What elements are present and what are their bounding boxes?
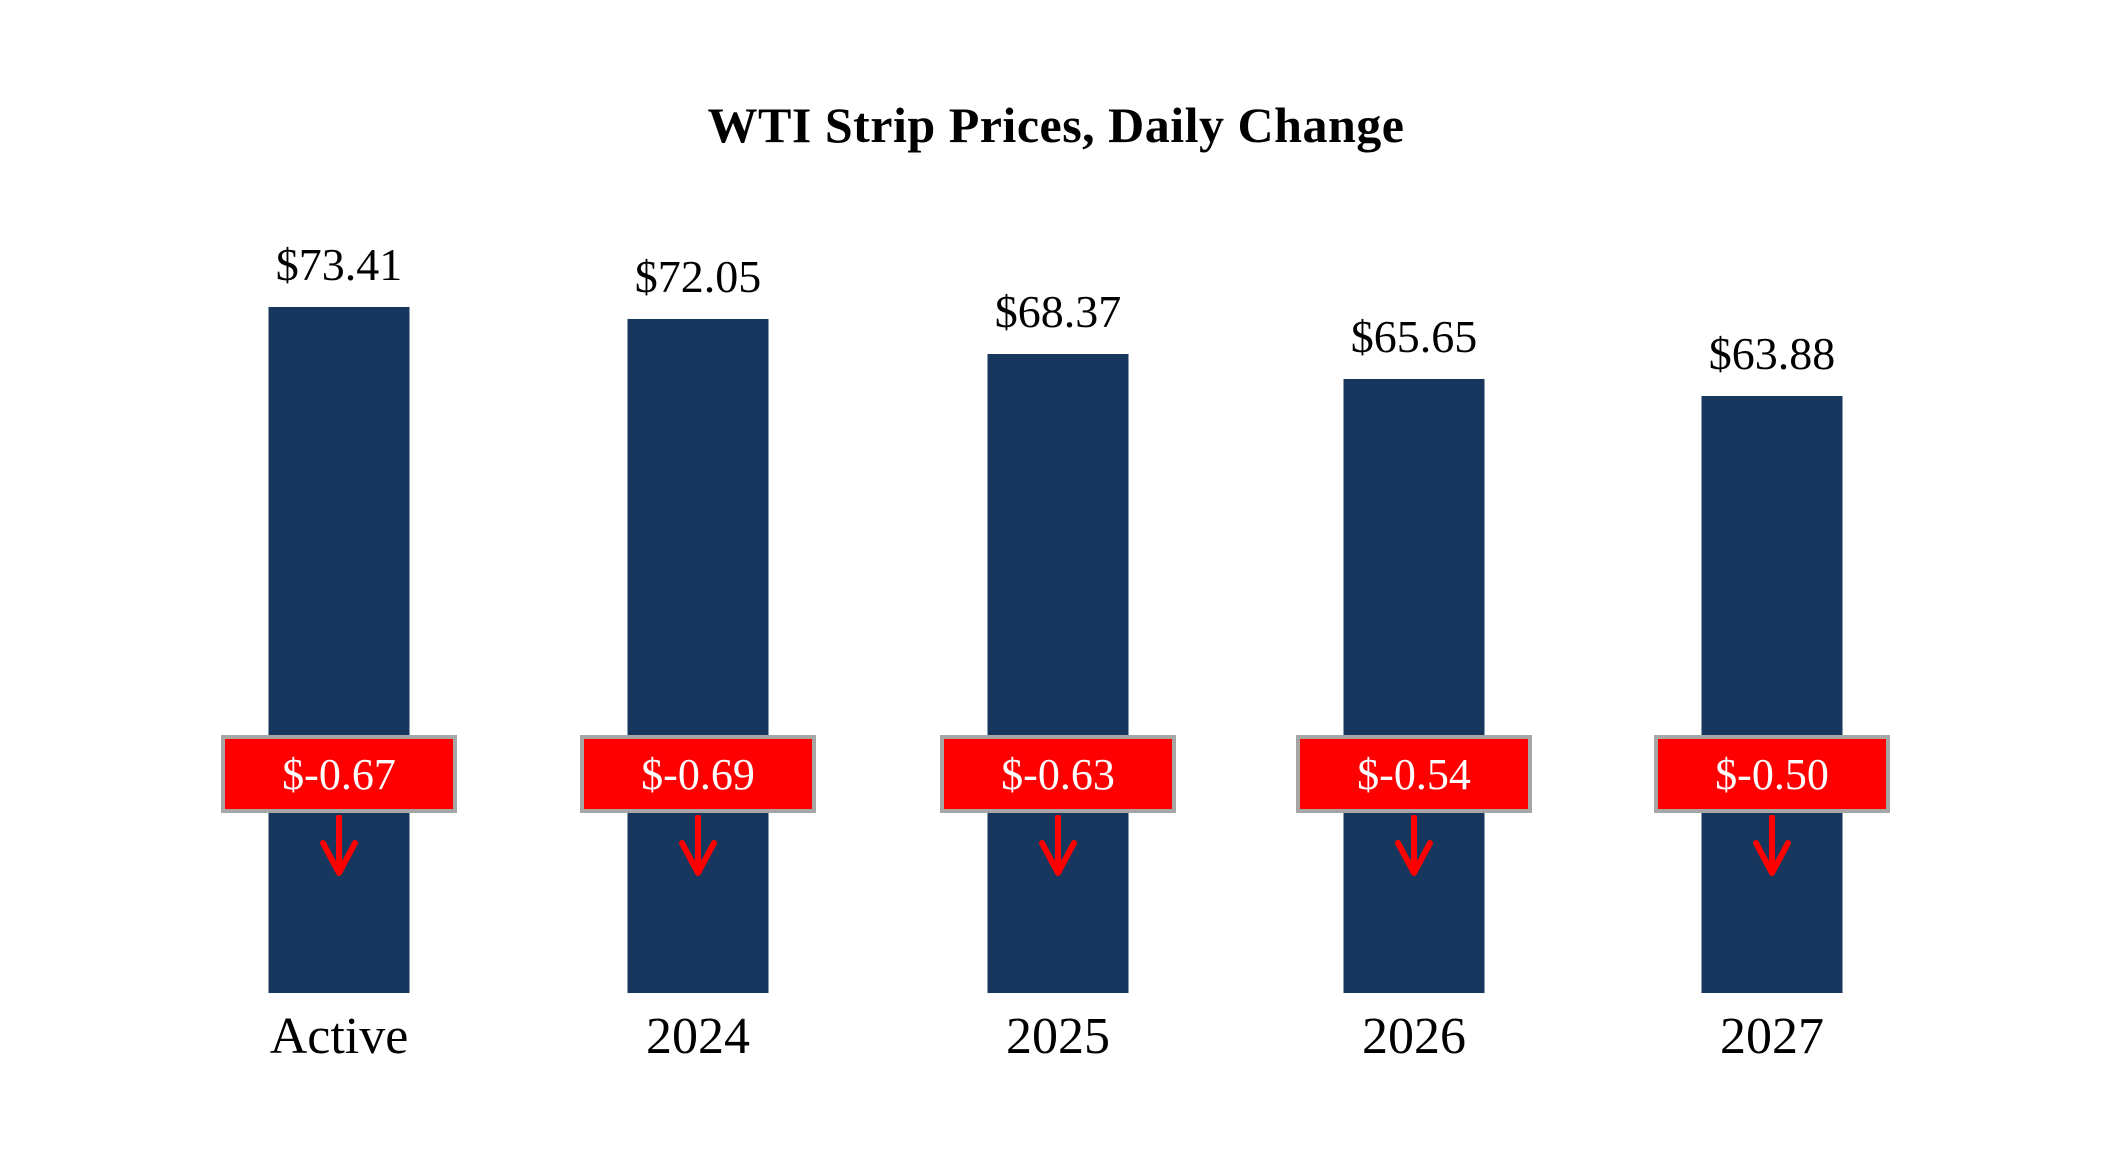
- change-badge: $-0.54: [1296, 735, 1532, 813]
- bar-group-2027: $63.88 $-0.50 2027: [1654, 245, 1890, 1065]
- category-label: 2026: [1362, 1008, 1466, 1065]
- value-label: $73.41: [275, 238, 403, 290]
- down-arrow-icon: [1039, 815, 1077, 876]
- value-label: $72.05: [634, 251, 762, 303]
- plot-area: $73.41 $-0.67 Active $72.05 $-0.69 2024 …: [0, 239, 2112, 1065]
- down-arrow-icon: [679, 815, 717, 876]
- category-label: 2025: [1006, 1008, 1110, 1065]
- category-label: Active: [269, 1008, 409, 1065]
- bar-group-active: $73.41 $-0.67 Active: [221, 239, 457, 1065]
- change-badge: $-0.69: [580, 735, 816, 813]
- value-label: $65.65: [1350, 311, 1478, 363]
- bar-group-2024: $72.05 $-0.69 2024: [580, 245, 816, 1065]
- bar: [987, 353, 1129, 993]
- value-label: $68.37: [994, 285, 1122, 337]
- down-arrow-icon: [1753, 815, 1791, 876]
- bar-group-2025: $68.37 $-0.63 2025: [940, 245, 1176, 1065]
- bar: [1343, 379, 1485, 993]
- bar: [627, 319, 769, 993]
- down-arrow-icon: [1395, 815, 1433, 876]
- bar: [268, 306, 410, 993]
- bar: [1701, 395, 1843, 993]
- category-label: 2024: [646, 1008, 750, 1065]
- category-label: 2027: [1720, 1008, 1824, 1065]
- change-badge: $-0.67: [221, 735, 457, 813]
- value-label: $63.88: [1708, 327, 1836, 379]
- change-badge: $-0.50: [1654, 735, 1890, 813]
- down-arrow-icon: [320, 815, 358, 876]
- bar-group-2026: $65.65 $-0.54 2026: [1296, 245, 1532, 1065]
- change-badge: $-0.63: [940, 735, 1176, 813]
- chart-title: WTI Strip Prices, Daily Change: [707, 97, 1405, 153]
